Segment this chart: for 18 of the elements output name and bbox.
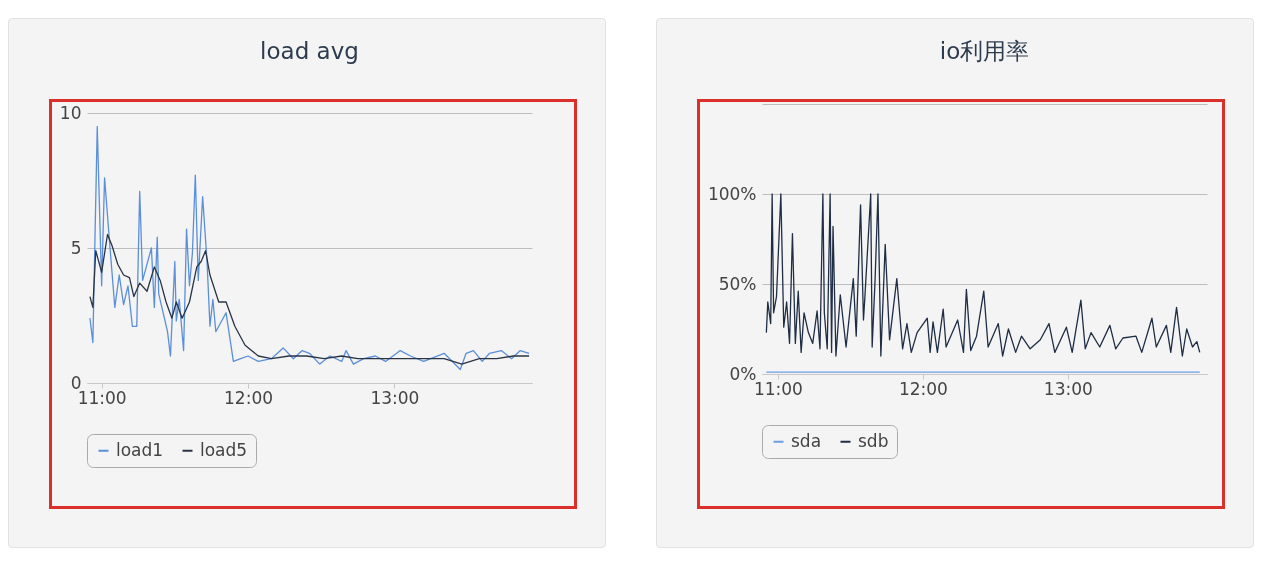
y-tick-label: 100% [707,183,757,204]
chart-title: io利用率 [939,38,1030,64]
y-tick-label: 0% [729,363,757,384]
legend-label: sdb [858,430,889,451]
chart-title: load avg [260,38,359,64]
line-series [89,233,530,365]
x-tick-label: 12:00 [224,387,274,408]
y-tick-label: 10 [59,102,82,123]
legend-label: sda [791,430,822,451]
y-tick-label: 50% [718,273,757,294]
x-tick-label: 13:00 [370,387,420,408]
line-series [89,125,530,371]
legend-label: load1 [116,439,164,460]
y-tick-label: 5 [70,237,82,258]
legend-label: load5 [200,439,248,460]
line-series [765,193,1201,357]
x-tick-label: 12:00 [898,378,948,399]
x-tick-label: 13:00 [1043,378,1093,399]
